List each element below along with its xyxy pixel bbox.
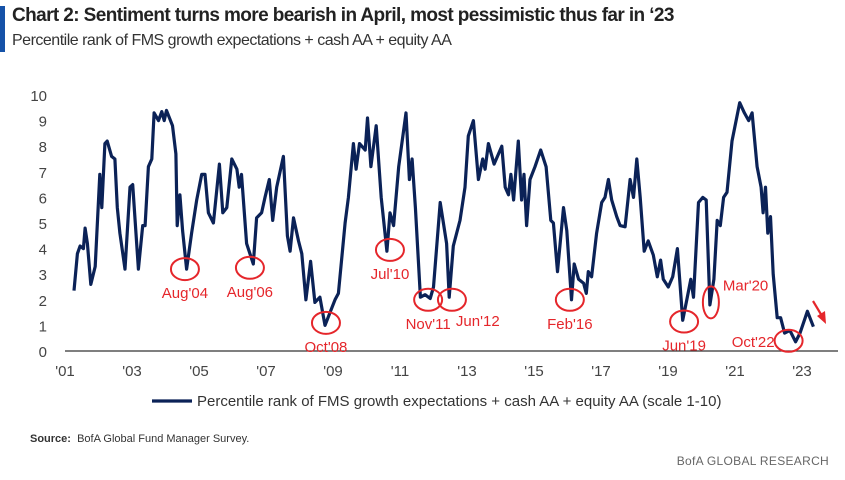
annotation-circle <box>234 255 265 280</box>
x-tick-label: '09 <box>323 363 343 380</box>
annotation-label: Nov'11 <box>406 316 451 333</box>
x-tick-label: '01 <box>55 363 75 380</box>
annotation-circle <box>413 287 444 312</box>
series-line <box>72 101 815 344</box>
y-tick-label: 0 <box>39 344 47 361</box>
y-tick-label: 7 <box>39 165 47 182</box>
x-tick-label: '13 <box>457 363 477 380</box>
annotation-label: Oct'08 <box>305 339 348 356</box>
annotation-label: Aug'06 <box>227 284 273 301</box>
y-tick-label: 9 <box>39 114 47 131</box>
y-tick-label: 6 <box>39 190 47 207</box>
annotation-label: Jul'10 <box>371 266 410 283</box>
x-axis: '01 '03 '05 '07 '09 '11 '13 '15 '17 '19 '21 '23 <box>55 363 812 380</box>
y-axis: 0 1 2 3 4 5 6 7 8 9 10 <box>30 88 47 361</box>
brand-label: BofA GLOBAL RESEARCH <box>676 454 829 468</box>
x-tick-label: '23 <box>792 363 812 380</box>
x-tick-label: '07 <box>256 363 276 380</box>
annotation-label: Feb'16 <box>547 316 592 333</box>
source-label: Source: <box>30 433 71 445</box>
annotation-label: Oct'22 <box>732 334 775 351</box>
annotation-label: Jun'12 <box>456 313 500 330</box>
annotation-label: Mar'20 <box>723 277 768 294</box>
y-tick-label: 8 <box>39 139 47 156</box>
x-tick-label: '05 <box>189 363 209 380</box>
down-arrow-icon <box>812 300 826 324</box>
annotation-circle <box>554 287 585 312</box>
y-tick-label: 4 <box>39 242 47 259</box>
x-tick-label: '17 <box>591 363 611 380</box>
chart-title: Chart 2: Sentiment turns more bearish in… <box>12 5 674 26</box>
x-tick-label: '21 <box>725 363 745 380</box>
chart-subtitle: Percentile rank of FMS growth expectatio… <box>12 32 452 49</box>
x-tick-label: '03 <box>122 363 142 380</box>
y-tick-label: 10 <box>30 88 47 105</box>
legend-label: Percentile rank of FMS growth expectatio… <box>197 393 721 410</box>
annotation-circle <box>374 237 405 262</box>
source-note: Source: BofA Global Fund Manager Survey. <box>30 433 249 445</box>
annotation-circle <box>436 287 467 312</box>
y-tick-label: 5 <box>39 216 47 233</box>
annotation-circle <box>701 285 720 320</box>
annotation-circle <box>773 328 804 353</box>
y-tick-label: 1 <box>39 318 47 335</box>
source-text: BofA Global Fund Manager Survey. <box>77 433 250 445</box>
x-tick-label: '15 <box>524 363 544 380</box>
y-tick-label: 2 <box>39 293 47 310</box>
annotation-circle <box>169 257 200 282</box>
annotation-label: Aug'04 <box>162 285 208 302</box>
annotation-circle <box>669 309 700 334</box>
annotations: Aug'04 Aug'06 Oct'08 Jul'10 Nov'11 Jun'12 Feb'… <box>162 237 804 356</box>
annotation-label: Jun'19 <box>662 338 706 355</box>
x-tick-label: '11 <box>391 363 409 380</box>
annotation-circle <box>310 310 341 335</box>
y-tick-label: 3 <box>39 267 47 284</box>
x-tick-label: '19 <box>658 363 678 380</box>
legend: Percentile rank of FMS growth expectatio… <box>152 393 721 410</box>
title-accent-bar <box>0 6 5 52</box>
